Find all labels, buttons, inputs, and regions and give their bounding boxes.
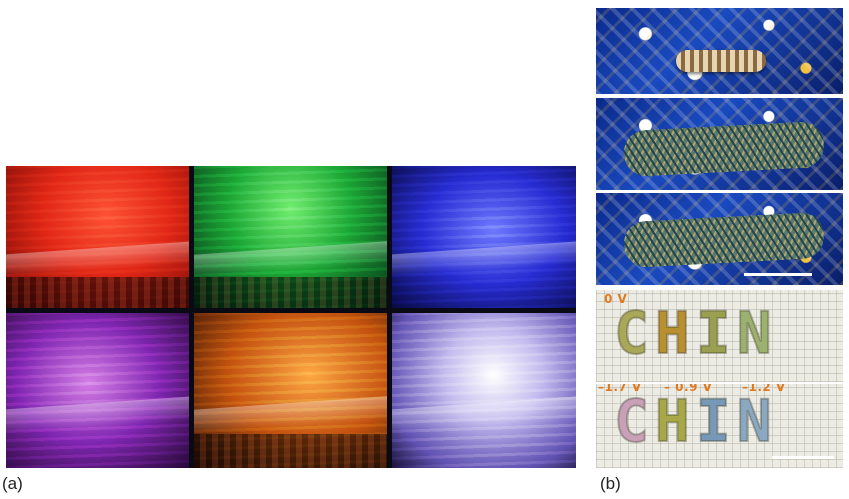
fiber-mesh-photo-1 — [596, 98, 843, 190]
stitched-letter: I — [695, 387, 732, 455]
orange-glowing-fabric-tile — [194, 313, 387, 468]
voltage-label: 0 V — [604, 292, 628, 306]
stitched-letter: I — [695, 299, 732, 367]
purple-glowing-fabric-tile — [6, 313, 189, 468]
stitched-letter: N — [736, 387, 773, 455]
scale-bar — [772, 456, 834, 459]
voltage-label: –1.7 V — [598, 384, 642, 394]
voltage-label: – 0.9 V — [664, 384, 713, 394]
panel-a-image-grid — [6, 166, 576, 468]
red-glowing-fabric-tile — [6, 166, 189, 308]
voltage-label: –1.2 V — [742, 384, 786, 394]
stitched-letter: H — [654, 299, 691, 367]
lavender-glowing-fabric-tile — [392, 313, 576, 468]
stitched-letter: N — [736, 299, 773, 367]
scale-bar — [744, 273, 812, 276]
woven-fiber-tube — [622, 120, 826, 178]
stitched-letter: C — [613, 387, 650, 455]
stitched-letters-biased: –1.7 V – 0.9 V –1.2 V C H I N — [596, 384, 843, 468]
fiber-knot-photo — [596, 8, 843, 94]
woven-fiber-tube — [622, 211, 826, 269]
panel-a-label: (a) — [2, 474, 23, 493]
green-glowing-fabric-tile — [194, 166, 387, 308]
stitched-letters-0v: 0 V C H I N — [596, 290, 843, 382]
blue-glowing-fabric-tile — [392, 166, 576, 308]
knotted-fiber — [676, 50, 766, 72]
panel-b-label: (b) — [600, 474, 621, 493]
stitched-letter: C — [613, 299, 650, 367]
stitched-letter: H — [654, 387, 691, 455]
fiber-mesh-photo-2 — [596, 193, 843, 285]
